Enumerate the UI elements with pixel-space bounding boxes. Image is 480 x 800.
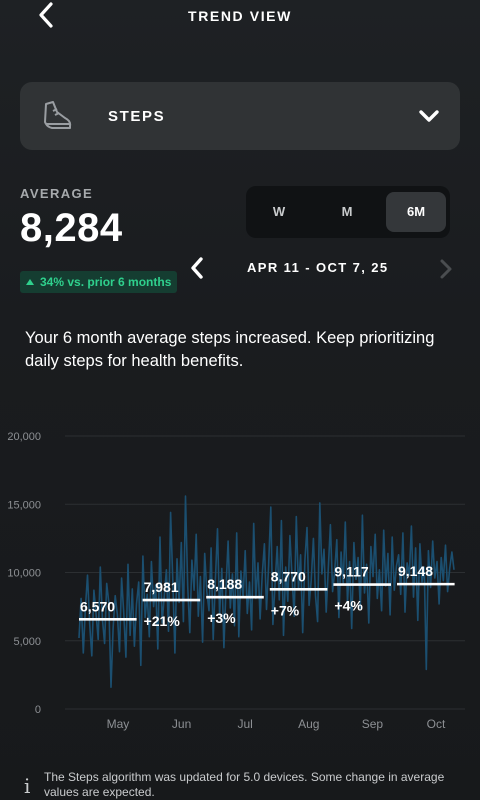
next-period-button[interactable] <box>436 257 456 281</box>
info-icon: i <box>24 774 31 798</box>
change-badge: 34% vs. prior 6 months <box>20 271 178 293</box>
monthly-average-label: 9,117 <box>334 564 368 580</box>
footnote-text: The Steps algorithm was updated for 5.0 … <box>44 770 445 799</box>
y-tick-label: 20,000 <box>7 431 41 443</box>
average-value: 8,284 <box>20 206 123 250</box>
x-tick-label: Oct <box>427 717 446 731</box>
monthly-average-label: 6,570 <box>80 598 115 614</box>
monthly-average-label: 7,981 <box>144 579 179 595</box>
chevron-down-icon <box>419 110 439 122</box>
tab-month[interactable]: M <box>341 204 353 219</box>
metric-label: STEPS <box>108 108 166 125</box>
chevron-left-icon <box>39 2 53 28</box>
x-tick-label: Aug <box>298 717 319 731</box>
chevron-right-icon <box>440 259 452 279</box>
x-tick-label: May <box>107 717 130 731</box>
algorithm-footnote: i The Steps algorithm was updated for 5.… <box>22 770 472 800</box>
monthly-average-label: 8,188 <box>207 576 242 592</box>
steps-trend-chart: 0 5,000 10,000 15,000 20,000 May Jun Jul Aug Sep O… <box>7 431 465 731</box>
y-tick-label: 0 <box>35 704 41 716</box>
monthly-change-label: +21% <box>144 613 181 629</box>
x-tick-label: Sep <box>362 717 384 731</box>
daily-steps-line <box>78 495 455 688</box>
monthly-average-label: 8,770 <box>271 568 306 584</box>
back-button[interactable] <box>30 0 64 34</box>
shoe-icon <box>44 101 72 129</box>
x-tick-label: Jul <box>238 717 253 731</box>
range-selector: W M 6M <box>246 186 450 238</box>
metric-dropdown[interactable]: STEPS <box>20 82 460 150</box>
previous-period-button[interactable] <box>186 255 210 281</box>
y-tick-label: 15,000 <box>7 499 41 511</box>
top-bar: TREND VIEW <box>0 0 480 34</box>
trend-up-icon <box>26 279 34 285</box>
tab-six-months[interactable]: 6M <box>386 192 446 232</box>
page-title: TREND VIEW <box>188 8 292 24</box>
date-range-label: APR 11 - OCT 7, 25 <box>247 260 389 275</box>
chevron-left-icon <box>191 257 203 279</box>
y-tick-label: 5,000 <box>13 636 41 648</box>
x-tick-label: Jun <box>172 717 191 731</box>
monthly-average-label: 9,148 <box>398 563 433 579</box>
monthly-change-label: +7% <box>271 602 300 618</box>
monthly-change-label: +3% <box>207 610 236 626</box>
insight-text: Your 6 month average steps increased. Ke… <box>25 329 435 370</box>
monthly-change-label: +4% <box>334 598 363 614</box>
tab-week[interactable]: W <box>272 204 286 219</box>
y-tick-label: 10,000 <box>7 568 41 580</box>
average-label: AVERAGE <box>20 186 94 201</box>
change-text: 34% vs. prior 6 months <box>40 275 172 289</box>
